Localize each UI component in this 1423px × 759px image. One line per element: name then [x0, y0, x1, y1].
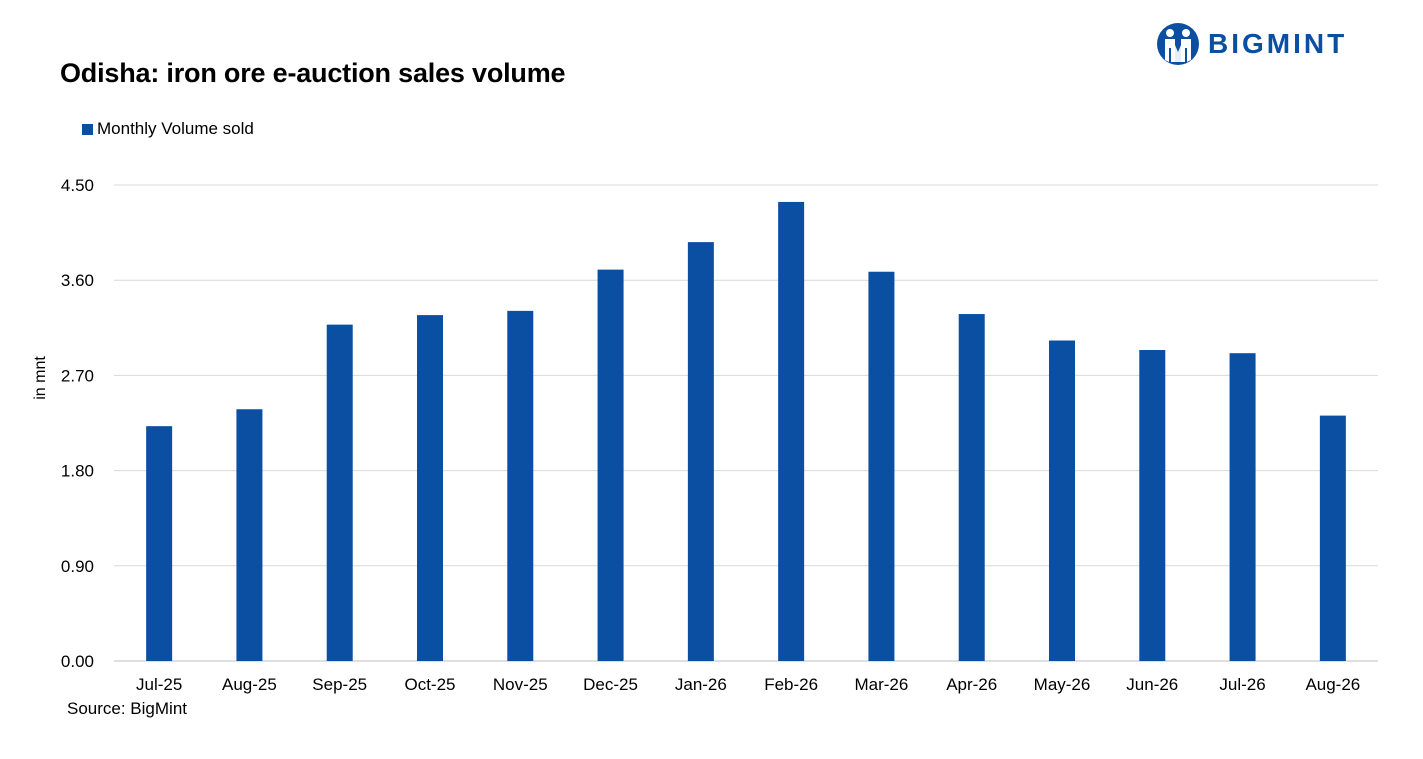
x-tick-label: Aug-25	[222, 675, 277, 694]
y-tick-label: 2.70	[61, 366, 94, 385]
legend-label: Monthly Volume sold	[97, 119, 254, 138]
bar	[507, 310, 534, 661]
y-tick-label: 0.90	[61, 557, 94, 576]
bar	[868, 271, 895, 661]
x-tick-label: Dec-25	[583, 675, 638, 694]
bigmint-logo-icon	[1157, 23, 1199, 65]
bar	[1139, 350, 1166, 661]
legend-swatch	[82, 123, 93, 135]
bar	[417, 315, 443, 661]
x-tick-label: Jun-26	[1126, 675, 1178, 694]
y-tick-label: 4.50	[61, 176, 94, 195]
chart-title: Odisha: iron ore e-auction sales volume	[60, 58, 566, 88]
bar	[958, 314, 985, 661]
bar	[687, 242, 714, 661]
x-tick-label: Mar-26	[854, 675, 908, 694]
brand-logo: BIGMINT	[1156, 22, 1347, 66]
chart-legend: Monthly Volume sold	[82, 119, 254, 139]
y-tick-label: 1.80	[61, 462, 94, 481]
bar	[1319, 415, 1346, 661]
x-tick-label: May-26	[1034, 675, 1091, 694]
bar	[778, 201, 805, 661]
x-tick-label: Jul-25	[136, 675, 182, 694]
bar	[326, 324, 353, 661]
x-tick-label: Feb-26	[764, 675, 818, 694]
y-tick-label: 3.60	[61, 271, 94, 290]
bar	[1229, 353, 1256, 661]
bar	[1049, 340, 1075, 661]
bar	[597, 269, 624, 661]
x-tick-label: Nov-25	[493, 675, 548, 694]
x-tick-label: Aug-26	[1305, 675, 1360, 694]
y-axis-title: in mnt	[32, 356, 49, 400]
x-tick-label: Jul-26	[1219, 675, 1265, 694]
x-tick-label: Sep-25	[312, 675, 367, 694]
bar	[146, 426, 173, 661]
source-note: Source: BigMint	[67, 699, 187, 718]
brand-name: BIGMINT	[1208, 28, 1348, 59]
x-tick-label: Apr-26	[946, 675, 997, 694]
y-tick-label: 0.00	[61, 652, 94, 671]
bar	[236, 409, 263, 661]
x-tick-label: Jan-26	[675, 675, 727, 694]
x-tick-label: Oct-25	[404, 675, 455, 694]
